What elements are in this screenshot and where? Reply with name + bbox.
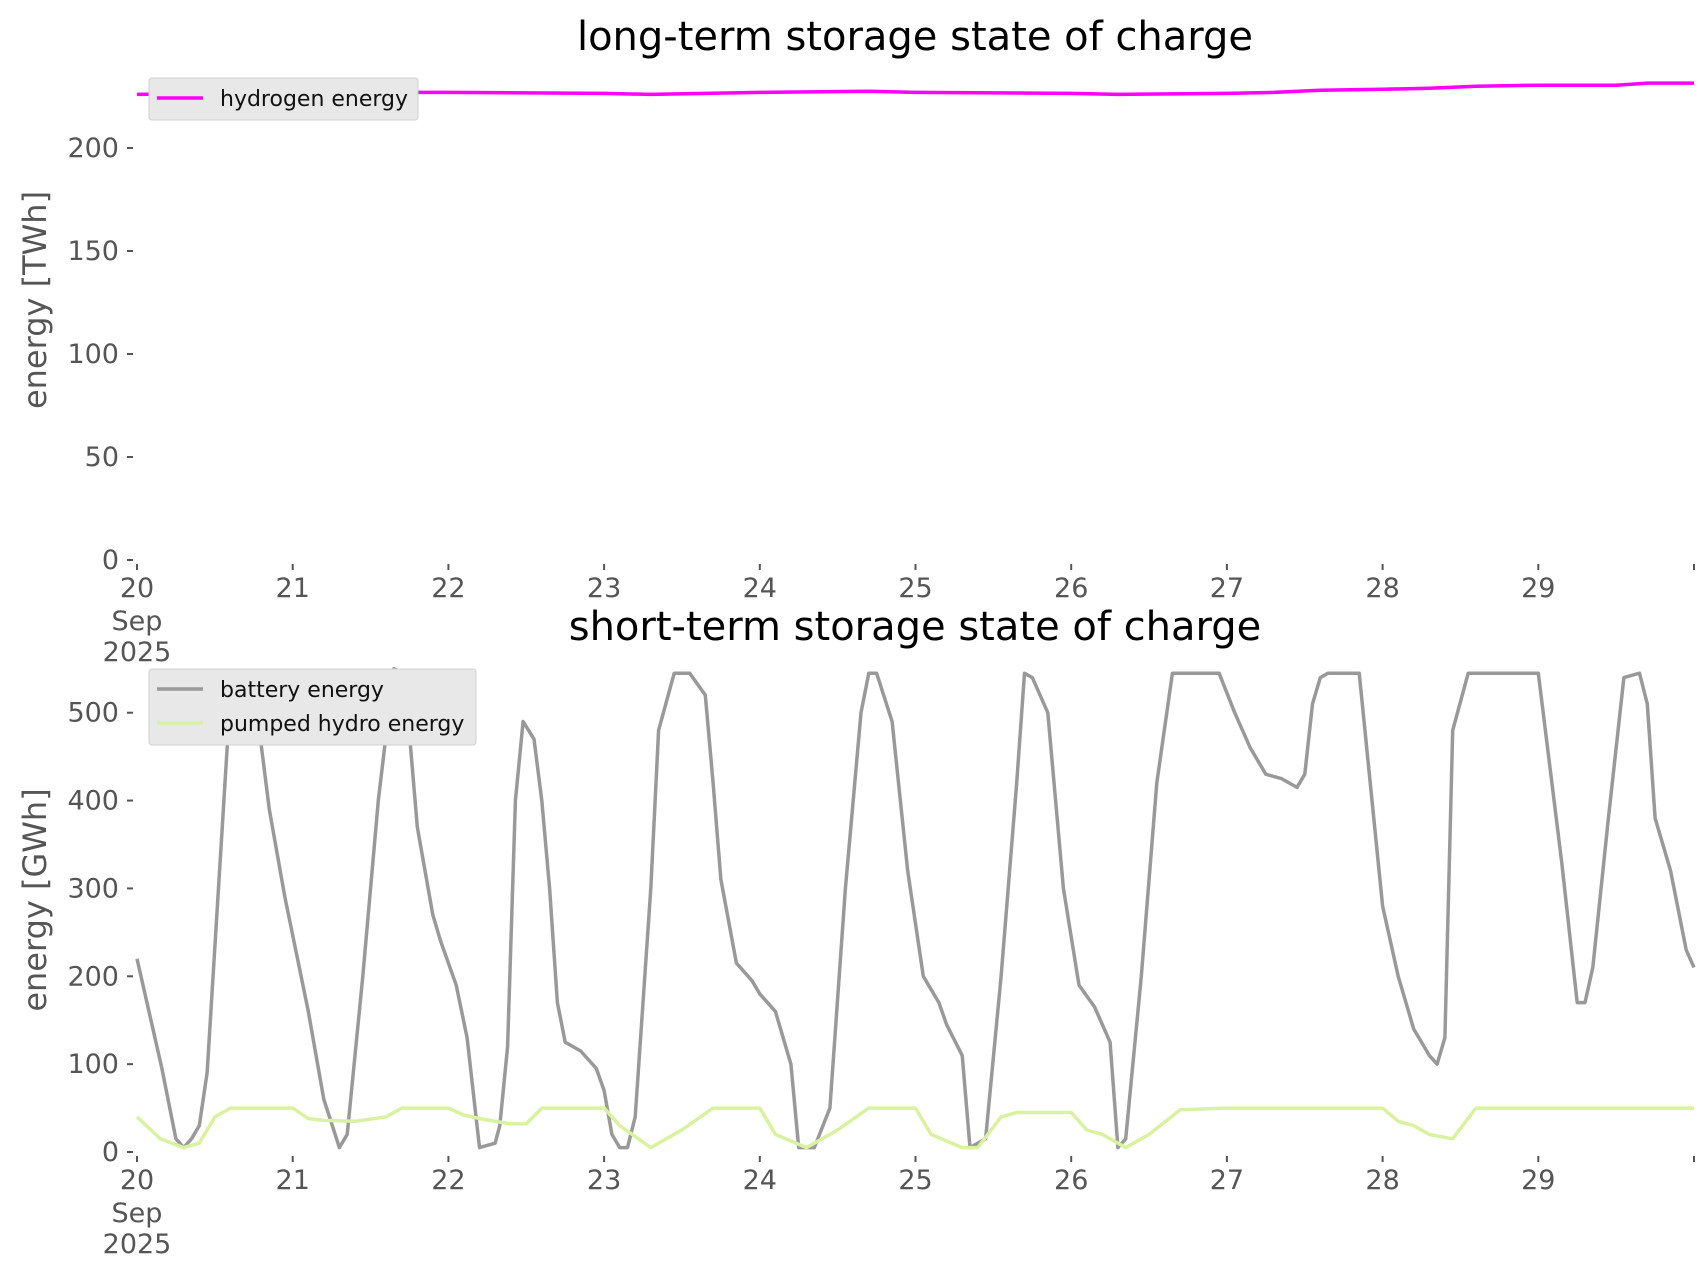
y-tick-label: 500 (67, 698, 119, 729)
legend: battery energy pumped hydro energy (148, 668, 477, 746)
legend: hydrogen energy (148, 77, 419, 121)
chart-title: short-term storage state of charge (569, 604, 1262, 650)
x-tick-label-extra: Sep (112, 606, 163, 637)
x-tick-label: 28 (1365, 573, 1399, 604)
y-axis: 0 50 100 150 200 (67, 133, 133, 576)
short-term-storage-panel: short-term storage state of charge energ… (16, 604, 1696, 1260)
x-tick-label: 21 (276, 573, 310, 604)
y-tick-label: 200 (67, 133, 119, 164)
pumped-hydro-energy-line (135, 1106, 1694, 1150)
x-tick-label: 27 (1210, 573, 1244, 604)
x-tick-label: 21 (276, 1165, 310, 1196)
legend-box (148, 77, 419, 121)
x-tick-label: 22 (431, 573, 465, 604)
y-tick-label: 200 (67, 961, 119, 992)
y-axis-label: energy [GWh] (16, 788, 54, 1011)
y-tick-label: 400 (67, 786, 119, 817)
x-tick-label: 23 (587, 573, 621, 604)
y-tick-label: 300 (67, 873, 119, 904)
x-tick-label: 26 (1054, 573, 1088, 604)
y-tick-label: 50 (85, 442, 119, 473)
x-tick-label: 24 (743, 573, 777, 604)
x-tick-label: 25 (898, 1165, 932, 1196)
x-tick-label-extra: 2025 (103, 1229, 172, 1260)
x-tick-label: 20 (120, 573, 154, 604)
legend-label: pumped hydro energy (220, 712, 464, 737)
x-tick-label: 29 (1521, 573, 1555, 604)
x-tick-label: 28 (1365, 1165, 1399, 1196)
y-axis: 0 100 200 300 400 500 (67, 698, 133, 1168)
y-tick-label: 150 (67, 236, 119, 267)
legend-label: battery energy (220, 678, 384, 703)
legend-box (148, 668, 477, 746)
legend-label: hydrogen energy (220, 87, 408, 112)
y-tick-label: 100 (67, 339, 119, 370)
x-tick-label: 20 (120, 1165, 154, 1196)
x-tick-label: 22 (431, 1165, 465, 1196)
x-tick-label: 27 (1210, 1165, 1244, 1196)
hydrogen-energy-line (136, 81, 1694, 97)
x-tick-label-extra: Sep (112, 1198, 163, 1229)
x-tick-label: 23 (587, 1165, 621, 1196)
x-tick-label-extra: 2025 (103, 637, 172, 668)
y-tick-label: 100 (67, 1049, 119, 1080)
x-tick-label: 26 (1054, 1165, 1088, 1196)
y-tick-label: 0 (102, 1137, 119, 1168)
x-tick-label: 25 (898, 573, 932, 604)
series-lines (136, 81, 1694, 97)
y-tick-label: 0 (102, 545, 119, 576)
long-term-storage-panel: long-term storage state of charge energy… (16, 14, 1695, 668)
y-axis-label: energy [TWh] (16, 191, 54, 409)
x-tick-label: 24 (743, 1165, 777, 1196)
x-tick-label: 29 (1521, 1165, 1555, 1196)
chart-title: long-term storage state of charge (577, 14, 1253, 60)
